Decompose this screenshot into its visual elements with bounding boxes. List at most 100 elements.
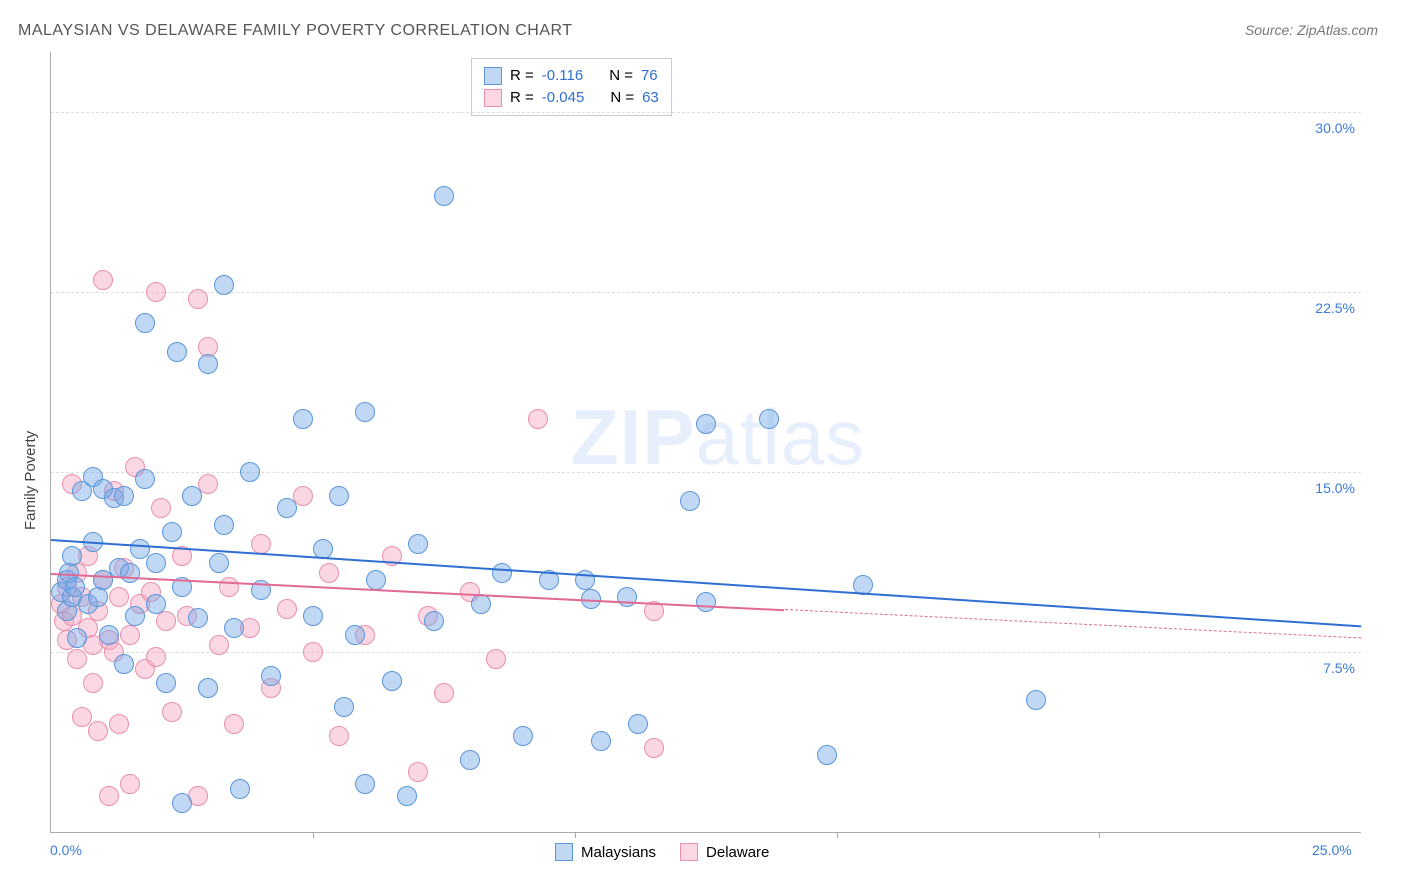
malaysians-point — [114, 486, 134, 506]
malaysians-point — [355, 402, 375, 422]
gridline — [51, 652, 1361, 653]
y-axis-tick-label: 15.0% — [1315, 480, 1355, 496]
malaysians-point — [224, 618, 244, 638]
x-axis-tick-mark — [575, 832, 576, 838]
malaysians-point — [1026, 690, 1046, 710]
source-attribution: Source: ZipAtlas.com — [1245, 22, 1378, 38]
malaysians-point — [382, 671, 402, 691]
delaware-point — [93, 270, 113, 290]
malaysians-point — [329, 486, 349, 506]
malaysians-point — [345, 625, 365, 645]
malaysians-point — [759, 409, 779, 429]
x-axis-tick-left: 0.0% — [50, 842, 82, 858]
r-label: R = — [510, 87, 534, 109]
legend-label-malaysians: Malaysians — [581, 844, 656, 861]
malaysians-point — [293, 409, 313, 429]
n-label: N = — [610, 87, 634, 109]
malaysians-point — [162, 522, 182, 542]
malaysians-point — [591, 731, 611, 751]
delaware-point — [83, 673, 103, 693]
malaysians-point — [334, 697, 354, 717]
swatch-delaware — [484, 89, 502, 107]
stats-row-delaware: R = -0.045 N = 63 — [484, 87, 659, 109]
swatch-malaysians — [484, 67, 502, 85]
malaysians-point — [277, 498, 297, 518]
delaware-point — [146, 647, 166, 667]
malaysians-point — [355, 774, 375, 794]
malaysians-point — [198, 354, 218, 374]
malaysians-point — [696, 414, 716, 434]
legend-item-malaysians: Malaysians — [555, 843, 656, 861]
malaysians-point — [167, 342, 187, 362]
malaysians-point — [67, 628, 87, 648]
malaysians-point — [408, 534, 428, 554]
delaware-point — [188, 289, 208, 309]
malaysians-point — [680, 491, 700, 511]
malaysians-point — [240, 462, 260, 482]
malaysians-point — [214, 515, 234, 535]
malaysians-point — [130, 539, 150, 559]
malaysians-point — [424, 611, 444, 631]
delaware-point — [67, 649, 87, 669]
delaware-point — [303, 642, 323, 662]
malaysians-point — [65, 577, 85, 597]
delaware-point — [109, 714, 129, 734]
malaysians-point — [513, 726, 533, 746]
delaware-point — [486, 649, 506, 669]
n-label: N = — [609, 65, 633, 87]
delaware-trendline-extrapolated — [785, 609, 1361, 639]
malaysians-point — [188, 608, 208, 628]
malaysians-point — [120, 563, 140, 583]
r-value-delaware: -0.045 — [542, 87, 585, 109]
delaware-point — [72, 707, 92, 727]
malaysians-point — [230, 779, 250, 799]
malaysians-point — [198, 678, 218, 698]
watermark: ZIPatlas — [571, 392, 865, 483]
delaware-point — [219, 577, 239, 597]
malaysians-point — [696, 592, 716, 612]
malaysians-point — [172, 793, 192, 813]
x-axis-tick-mark — [837, 832, 838, 838]
watermark-zip: ZIP — [571, 393, 695, 481]
r-value-malaysians: -0.116 — [542, 65, 583, 87]
malaysians-point — [471, 594, 491, 614]
delaware-point — [644, 738, 664, 758]
malaysians-point — [146, 553, 166, 573]
malaysians-point — [209, 553, 229, 573]
delaware-point — [109, 587, 129, 607]
gridline — [51, 112, 1361, 113]
plot-area: ZIPatlas R = -0.116 N = 76 R = -0.045 N … — [50, 52, 1361, 833]
bottom-legend: Malaysians Delaware — [555, 843, 769, 861]
malaysians-point — [303, 606, 323, 626]
legend-label-delaware: Delaware — [706, 844, 769, 861]
x-axis-tick-mark — [1099, 832, 1100, 838]
x-axis-tick-mark — [313, 832, 314, 838]
delaware-point — [277, 599, 297, 619]
delaware-point — [156, 611, 176, 631]
malaysians-point — [366, 570, 386, 590]
delaware-point — [251, 534, 271, 554]
malaysians-point — [125, 606, 145, 626]
malaysians-point — [182, 486, 202, 506]
malaysians-point — [628, 714, 648, 734]
delaware-point — [209, 635, 229, 655]
chart-title: MALAYSIAN VS DELAWARE FAMILY POVERTY COR… — [18, 22, 573, 40]
x-axis-tick-right: 25.0% — [1312, 842, 1352, 858]
malaysians-point — [397, 786, 417, 806]
malaysians-point — [99, 625, 119, 645]
delaware-point — [88, 721, 108, 741]
delaware-point — [434, 683, 454, 703]
r-label: R = — [510, 65, 534, 87]
source-value: ZipAtlas.com — [1297, 22, 1378, 38]
source-label: Source: — [1245, 22, 1297, 38]
malaysians-point — [156, 673, 176, 693]
malaysians-point — [434, 186, 454, 206]
n-value-malaysians: 76 — [641, 65, 658, 87]
gridline — [51, 292, 1361, 293]
delaware-point — [408, 762, 428, 782]
n-value-delaware: 63 — [642, 87, 659, 109]
correlation-stats-box: R = -0.116 N = 76 R = -0.045 N = 63 — [471, 58, 672, 116]
malaysians-point — [817, 745, 837, 765]
y-axis-tick-label: 7.5% — [1323, 660, 1355, 676]
watermark-atlas: atlas — [695, 393, 865, 481]
